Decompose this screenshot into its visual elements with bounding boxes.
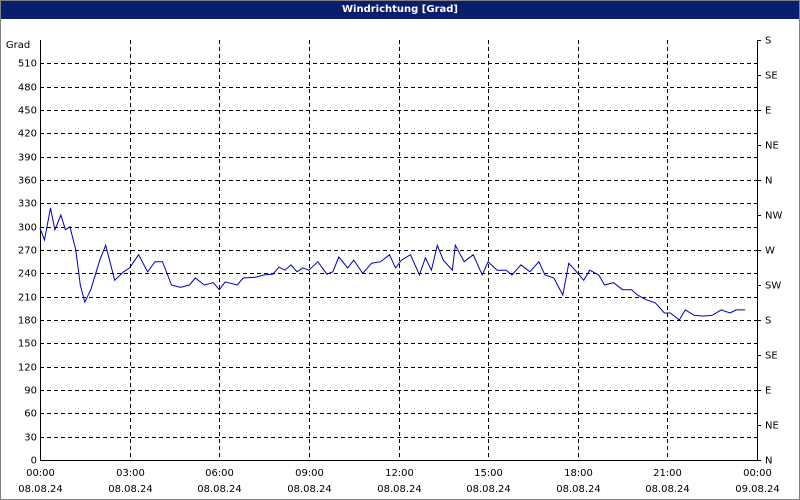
x-tick-label: 09:00 (295, 468, 324, 479)
x-tick-label: 03:00 (116, 468, 145, 479)
y-tick-label: 390 (18, 153, 37, 164)
y-axis-label: Grad (6, 40, 30, 51)
plot-frame (40, 40, 758, 461)
x-tick-date: 08.08.24 (645, 484, 690, 495)
x-tick-date: 08.08.24 (108, 484, 153, 495)
y-tick-label: 270 (18, 246, 37, 257)
x-tick-label: 06:00 (205, 468, 234, 479)
y2-tick-label: SE (765, 71, 778, 82)
x-tick-date: 08.08.24 (287, 484, 332, 495)
y2-tick-label: NW (765, 211, 782, 222)
x-tick-label: 12:00 (385, 468, 414, 479)
y-tick-label: 510 (18, 59, 37, 70)
y-tick-label: 150 (18, 339, 37, 350)
x-tick-date: 08.08.24 (197, 484, 242, 495)
y-tick-label: 210 (18, 293, 37, 304)
y-tick-label: 420 (18, 129, 37, 140)
x-tick-label: 21:00 (653, 468, 682, 479)
x-tick-label: 18:00 (564, 468, 593, 479)
y2-tick-label: N (765, 456, 772, 467)
x-tick-label: 00:00 (26, 468, 55, 479)
title-bar: Windrichtung [Grad] (1, 1, 799, 19)
x-tick-label: 15:00 (474, 468, 503, 479)
x-tick-date: 08.08.24 (18, 484, 63, 495)
y2-tick-label: W (765, 246, 775, 257)
y2-tick-label: SE (765, 351, 778, 362)
y2-tick-label: E (765, 106, 771, 117)
y-tick-label: 240 (18, 269, 37, 280)
y-tick-label: 120 (18, 363, 37, 374)
y-tick-label: 30 (24, 433, 37, 444)
x-tick-label: 00:00 (743, 468, 772, 479)
y2-tick-label: SW (765, 281, 781, 292)
y-tick-label: 90 (24, 386, 37, 397)
y2-tick-label: S (765, 316, 771, 327)
y2-tick-label: NE (765, 141, 779, 152)
x-tick-date: 09.08.24 (735, 484, 780, 495)
x-tick-date: 08.08.24 (466, 484, 511, 495)
data-line (39, 207, 746, 321)
y-tick-label: 360 (18, 176, 37, 187)
y2-tick-label: N (765, 176, 772, 187)
y2-tick-label: S (765, 36, 771, 47)
x-tick-date: 08.08.24 (556, 484, 601, 495)
y2-tick-label: E (765, 386, 771, 397)
x-tick-date: 08.08.24 (377, 484, 422, 495)
y2-tick-label: NE (765, 421, 779, 432)
y-tick-label: 180 (18, 316, 37, 327)
y-tick-label: 480 (18, 83, 37, 94)
y-tick-label: 330 (18, 199, 37, 210)
y-tick-label: 450 (18, 106, 37, 117)
y-tick-label: 0 (31, 456, 37, 467)
y-tick-label: 300 (18, 223, 37, 234)
y-tick-label: 60 (24, 409, 37, 420)
